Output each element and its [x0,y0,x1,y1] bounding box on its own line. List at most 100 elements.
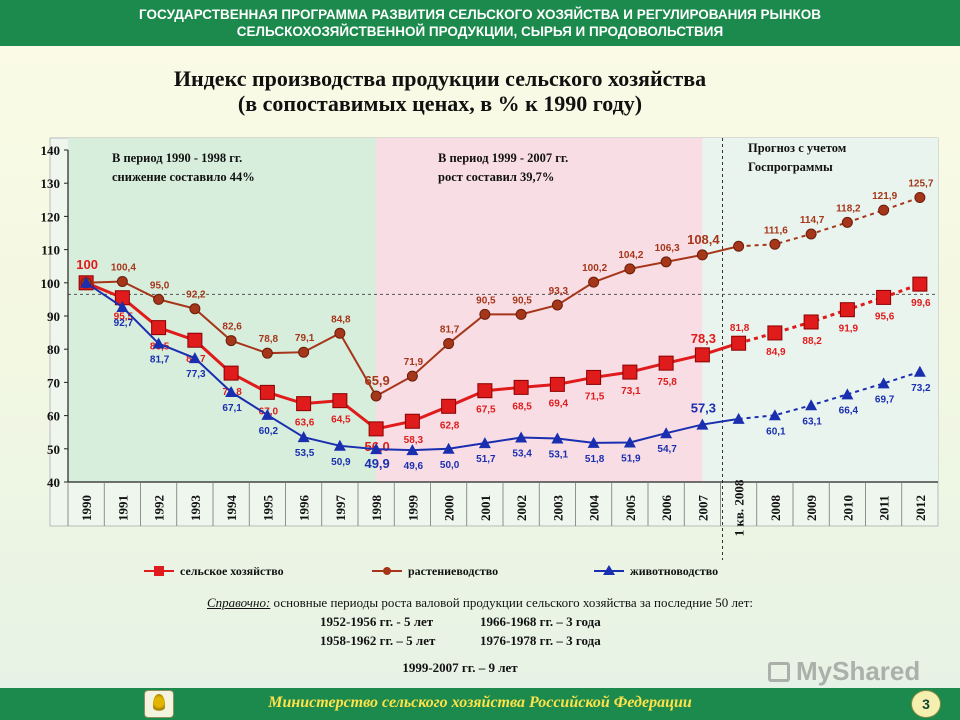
agri-point [296,396,312,412]
line-chart: 40 50 60 70 80 90 100 110 120 130 140 1990 1991 1992 1… [41,137,939,578]
data-label: 73,1 [621,386,641,397]
data-label: 93,3 [549,286,569,297]
legend-label: растениеводство [408,564,498,578]
crop-point [116,275,128,287]
agri-point [912,276,928,292]
reference-row2-left: 1958-1962 гг. – 5 лет [320,633,436,648]
crop-point [334,327,346,339]
data-label: 58,3 [404,435,424,446]
legend-marker-circle [383,567,391,575]
livestock-point [587,436,600,448]
agri-point [223,365,239,381]
header-line-1: ГОСУДАРСТВЕННАЯ ПРОГРАММА РАЗВИТИЯ СЕЛЬС… [139,7,821,22]
data-label: 75,8 [657,377,677,388]
data-label: 50,0 [440,460,460,471]
data-label: 92,2 [186,290,206,301]
annotation-line-2: Госпрограммы [748,160,833,174]
data-label: 100,2 [582,263,607,274]
data-label: 88,2 [802,336,822,347]
livestock-point [551,432,564,444]
reference-row1-right: 1966-1968 гг. – 3 года [480,614,601,629]
data-label: 78,3 [691,331,716,346]
reference-intro: Справочно: основные периоды роста валово… [0,595,960,611]
data-label: 99,6 [911,298,931,309]
data-label: 81,7 [440,325,460,336]
legend-label: сельское хозяйство [180,564,284,578]
livestock-point [805,399,818,411]
crop-point [370,390,382,402]
reference-row-3: 1999-2007 гг. – 9 лет [402,660,518,675]
data-label: 95,6 [875,311,895,322]
data-label: 57,3 [691,401,716,416]
crop-point [153,293,165,305]
x-tick-label: 1994 [224,495,239,522]
crop-point [805,228,817,240]
data-label: 68,5 [512,401,532,412]
data-label: 51,8 [585,454,605,465]
data-label: 63,1 [802,416,822,427]
data-label: 81,7 [150,355,170,366]
data-label: 64,5 [331,415,351,426]
data-label: 82,6 [222,322,242,333]
data-label: 49,6 [404,461,424,472]
data-label: 69,4 [549,398,569,409]
crop-point [841,216,853,228]
agri-point [876,289,892,305]
annotation-line-2: снижение составило 44% [112,170,255,184]
x-tick-label: 1996 [297,495,312,522]
data-label: 53,1 [549,450,569,461]
zone-forecast [702,138,938,482]
data-label: 125,7 [908,178,933,189]
agri-point [368,421,384,437]
agri-point [332,393,348,409]
data-label: 108,4 [687,232,720,247]
x-tick-label: 1993 [188,495,203,522]
agri-point [259,384,275,400]
data-label: 50,9 [331,457,351,468]
zone-decline [68,138,377,482]
x-tick-label: 2002 [514,495,529,521]
livestock-point [768,409,781,421]
livestock-point [913,365,926,377]
x-tick-label: 1997 [333,495,348,522]
data-label: 111,6 [764,225,788,236]
reference-row1-left: 1952-1956 гг. - 5 лет [320,614,434,629]
data-label: 79,1 [295,333,315,344]
y-tick-label: 140 [41,143,61,158]
livestock-point [188,352,201,364]
annotation-line-1: В период 1990 - 1998 гг. [112,151,242,165]
data-label: 106,3 [655,243,680,254]
crop-point [696,249,708,261]
page-number: 3 [911,690,941,718]
data-label: 104,2 [618,250,643,261]
data-label: 91,9 [839,324,859,335]
livestock-point [732,412,745,424]
livestock-point [152,337,165,349]
agri-point [477,383,493,399]
crop-point [189,303,201,315]
chart-subtitle: (в сопоставимых ценах, в % к 1990 году) [237,91,643,116]
data-label: 60,1 [766,426,786,437]
y-tick-label: 40 [47,475,60,490]
x-tick-label: 2000 [442,495,457,521]
crop-point [769,238,781,250]
annotation-line-1: В период 1999 - 2007 гг. [438,151,568,165]
data-label: 67,1 [222,403,242,414]
data-label: 95,0 [150,280,170,291]
x-tick-label: 2004 [587,495,602,522]
x-tick-label: 2010 [840,495,855,521]
presentation-icon [768,662,790,682]
livestock-point [297,431,310,443]
x-tick-label: 2005 [623,495,638,522]
crop-point [479,308,491,320]
data-label: 73,2 [911,383,931,394]
agri-point [767,325,783,341]
program-header: ГОСУДАРСТВЕННАЯ ПРОГРАММА РАЗВИТИЯ СЕЛЬС… [0,0,960,46]
livestock-point [261,408,274,420]
data-label: 95,5 [114,312,134,323]
y-tick-label: 50 [47,442,60,457]
livestock-point [333,439,346,451]
ministry-logo-icon [144,690,174,718]
y-tick-label: 90 [47,309,60,324]
agri-point [441,398,457,414]
